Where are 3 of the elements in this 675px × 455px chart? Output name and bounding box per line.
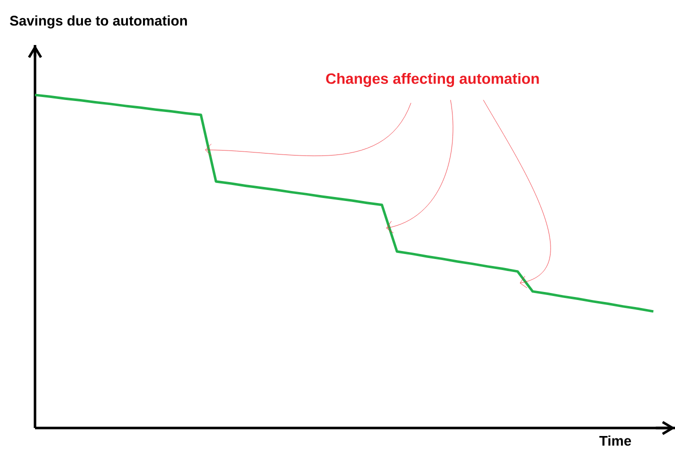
x-axis-title: Time (599, 436, 632, 446)
y-axis-title: Savings due to automation (10, 15, 187, 28)
text: Changes affecting automation (326, 72, 539, 87)
